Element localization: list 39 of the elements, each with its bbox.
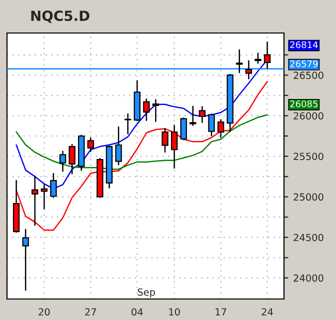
candlestick: [190, 106, 196, 126]
candlestick: [50, 173, 57, 198]
y-tick-label: 24500: [294, 234, 324, 242]
candlestick: [198, 106, 206, 123]
x-tick-label: 24: [262, 308, 273, 316]
candlestick: [143, 98, 150, 121]
y-tick-label: 25000: [294, 193, 324, 201]
line-series: [16, 81, 268, 231]
candlestick: [152, 99, 160, 122]
x-tick-label: 27: [85, 308, 96, 316]
candlestick: [217, 119, 224, 138]
candlestick: [245, 60, 252, 80]
x-tick-label: 20: [38, 308, 50, 316]
x-tick-label: 10: [169, 308, 180, 316]
candlestick: [87, 137, 94, 152]
line-series: [16, 114, 268, 170]
candlestick: [22, 228, 29, 291]
text: 26814: [290, 41, 318, 48]
candlestick: [162, 128, 168, 153]
chart-title: NQC5.D: [31, 10, 90, 23]
ref-line-label: 26579: [290, 60, 318, 68]
candlestick: [170, 124, 178, 169]
candlestick: [264, 42, 271, 69]
candlestick: [180, 117, 187, 140]
candlestick: [68, 144, 76, 174]
candlestick: [59, 150, 66, 172]
x-tick-label: 17: [216, 308, 226, 316]
text: 26085: [290, 100, 318, 108]
candlestick: [254, 52, 262, 64]
y-tick-label: 25500: [294, 152, 324, 160]
y-tick-label: 26000: [294, 112, 324, 120]
annotation: Sep: [138, 288, 155, 298]
y-tick-label: 24000: [294, 274, 324, 282]
candlestick: [208, 113, 215, 136]
x-tick-label: 04: [132, 308, 143, 316]
y-tick-label: 26500: [294, 72, 324, 80]
candlestick: [32, 176, 38, 226]
candlestick: [115, 126, 122, 166]
candlestick: [40, 184, 48, 210]
